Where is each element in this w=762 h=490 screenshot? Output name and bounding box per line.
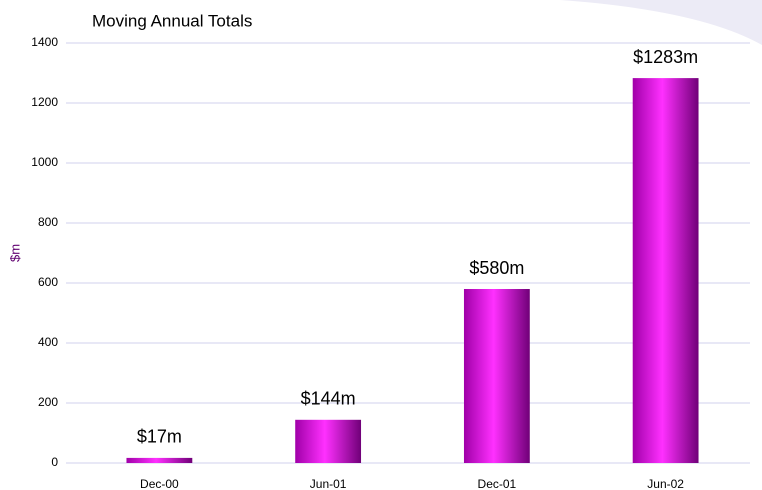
value-label: $580m <box>469 258 524 278</box>
bar <box>463 289 530 463</box>
x-tick-label: Jun-02 <box>647 477 684 490</box>
y-tick-label: 400 <box>38 335 58 349</box>
chart-title: Moving Annual Totals <box>92 11 252 30</box>
y-axis-label: $m <box>7 244 22 262</box>
y-tick-label: 800 <box>38 215 58 229</box>
y-tick-label: 600 <box>38 275 58 289</box>
x-tick-label: Dec-00 <box>140 477 179 490</box>
value-label: $17m <box>137 427 182 447</box>
x-tick-label: Dec-01 <box>478 477 517 490</box>
y-tick-label: 1200 <box>31 95 58 109</box>
value-label: $1283m <box>633 47 698 67</box>
bar <box>632 78 699 463</box>
y-tick-label: 200 <box>38 395 58 409</box>
y-tick-label: 1000 <box>31 155 58 169</box>
y-tick-label: 1400 <box>31 35 58 49</box>
bar <box>295 419 362 463</box>
value-label: $144m <box>301 389 356 409</box>
bar <box>126 457 193 463</box>
x-tick-label: Jun-01 <box>310 477 347 490</box>
decoration <box>560 0 762 45</box>
y-tick-label: 0 <box>51 455 58 469</box>
